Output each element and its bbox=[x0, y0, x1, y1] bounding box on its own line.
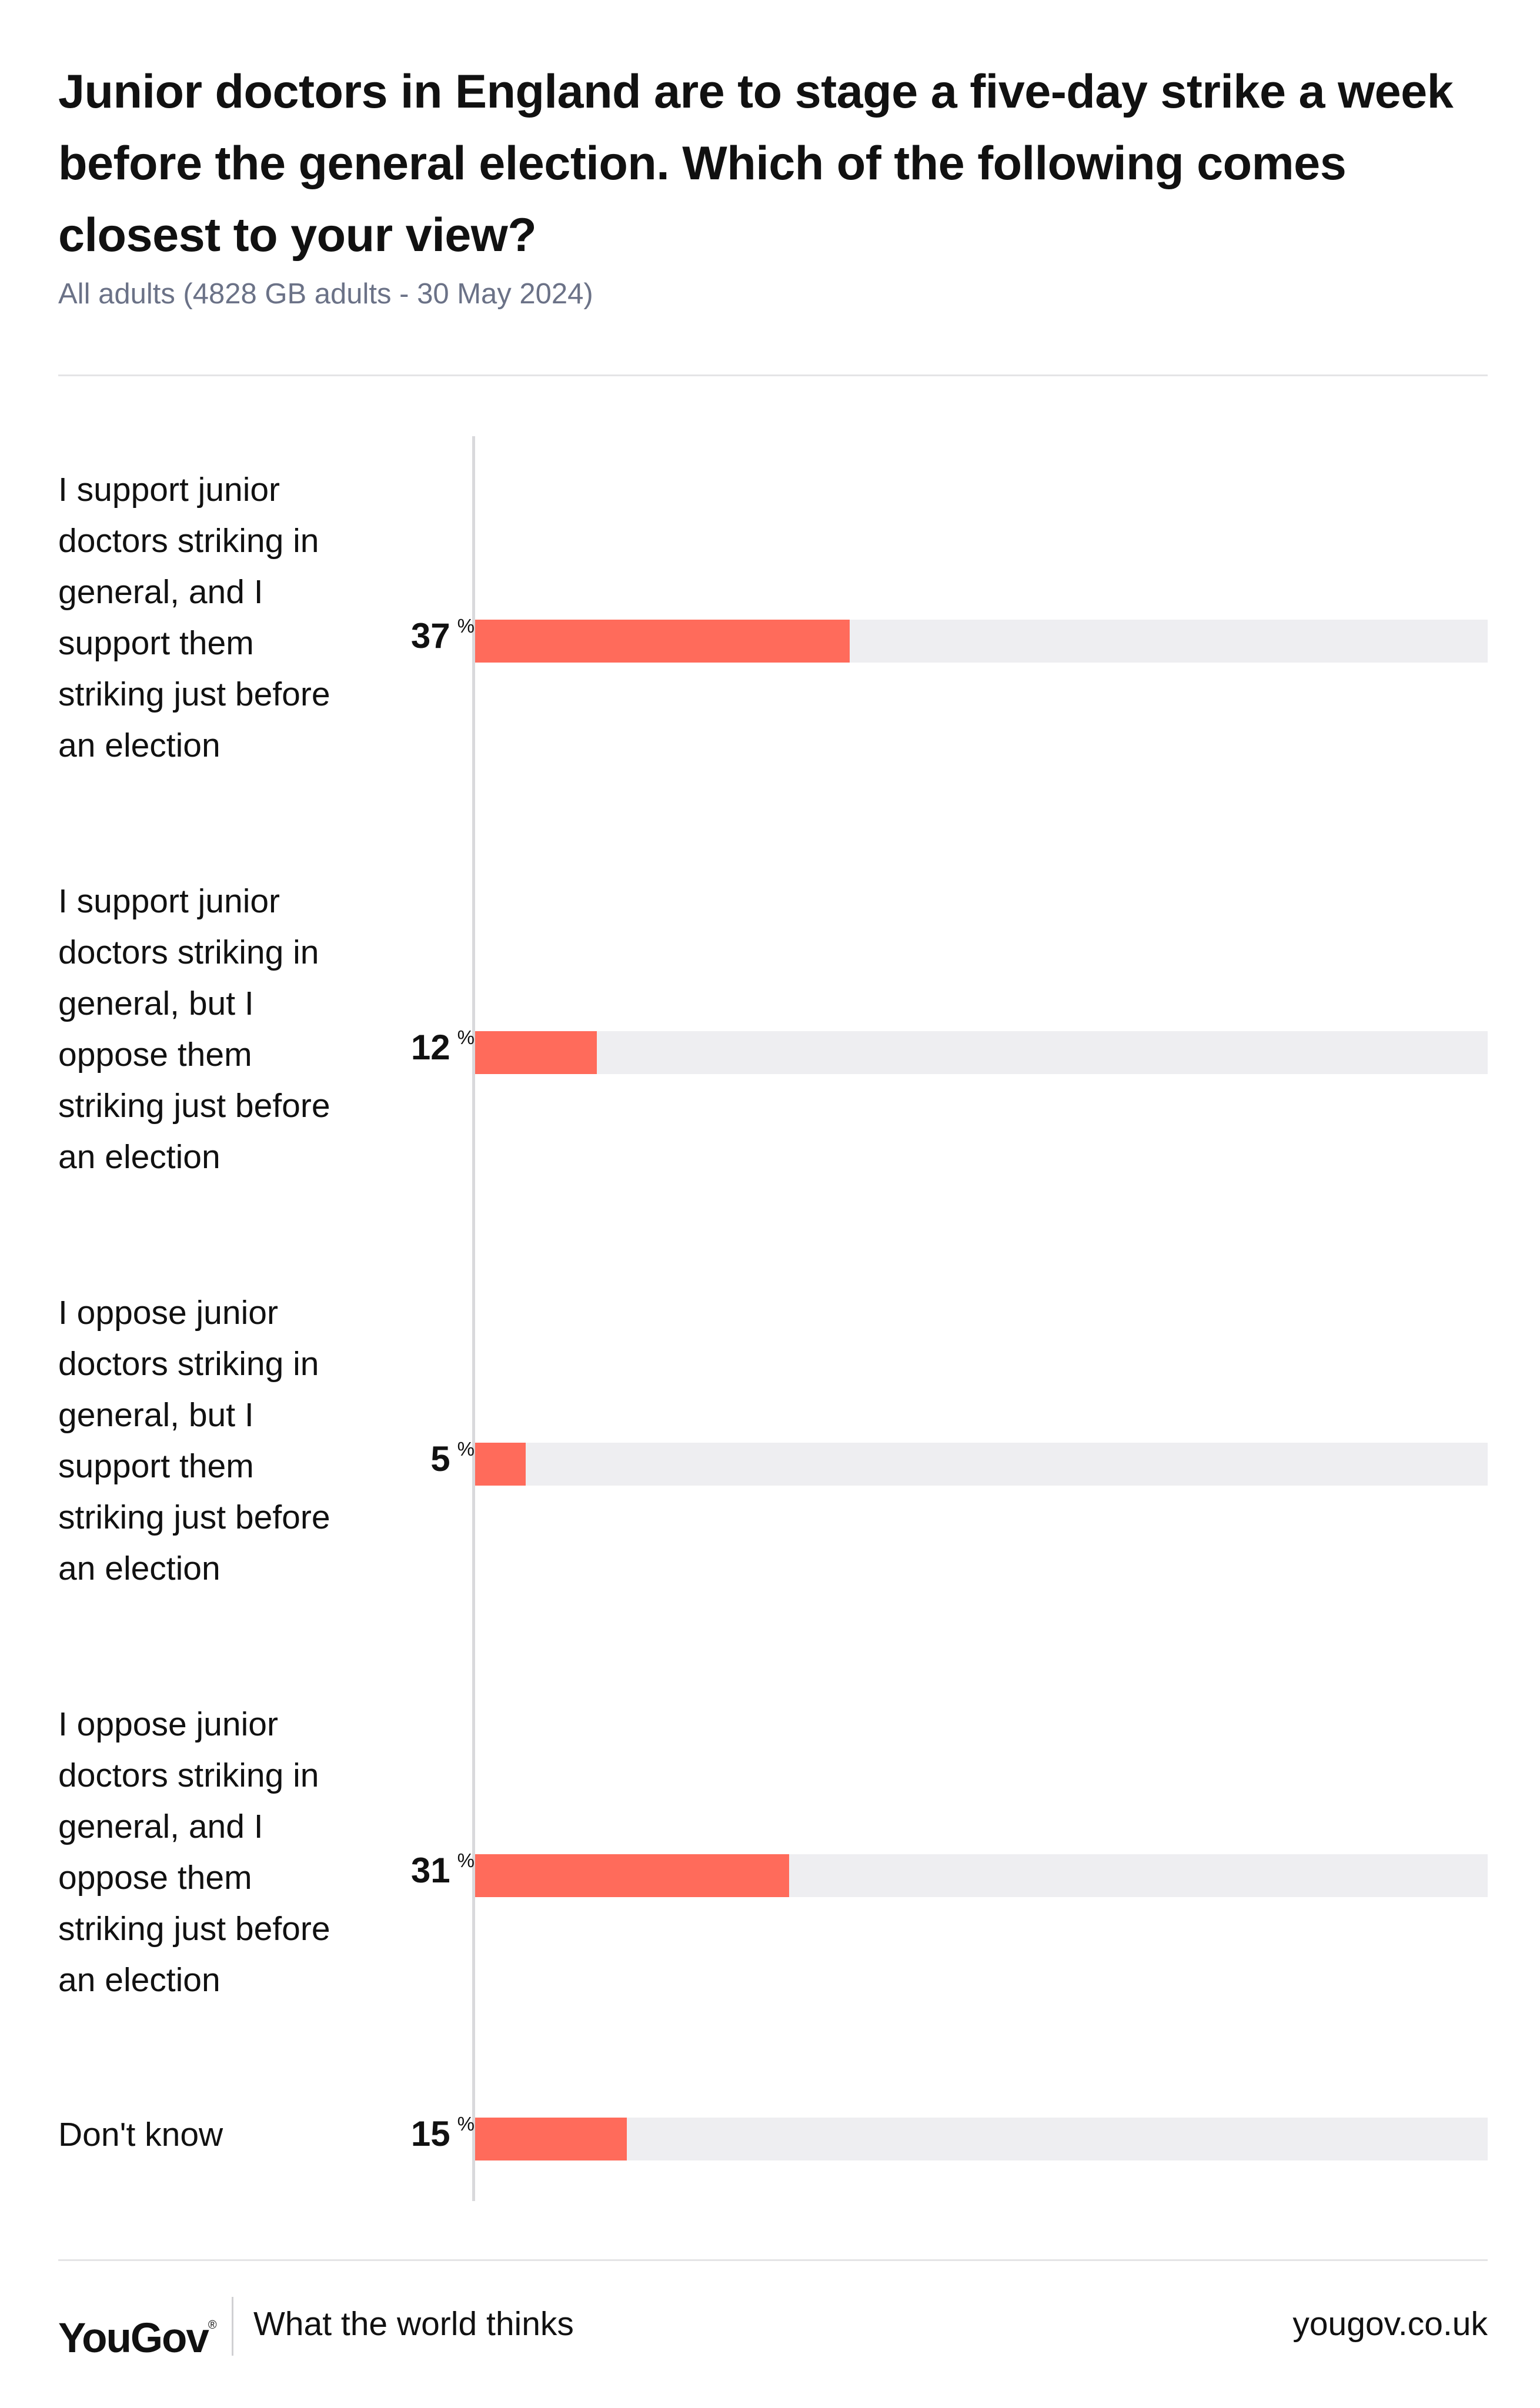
value-number: 12 bbox=[410, 1028, 450, 1067]
value-number: 31 bbox=[410, 1851, 450, 1890]
bar bbox=[475, 2117, 627, 2160]
footer-url: yougov.co.uk bbox=[1292, 2305, 1488, 2343]
logo-text: YouGov bbox=[58, 2315, 209, 2362]
value-label: 5% bbox=[430, 1438, 475, 1479]
value-number: 15 bbox=[410, 2114, 450, 2153]
category-label: I oppose junior doctors striking in gene… bbox=[58, 1705, 330, 1999]
header-divider bbox=[58, 374, 1488, 376]
value-number: 37 bbox=[410, 616, 450, 655]
value-label: 12% bbox=[411, 1026, 475, 1068]
bar bbox=[475, 1854, 789, 1897]
footer-divider-line bbox=[58, 2259, 1488, 2261]
footer-tagline: What the world thinks bbox=[253, 2305, 574, 2343]
bar-track bbox=[475, 1854, 1488, 1897]
percent-sign: % bbox=[457, 1026, 475, 1048]
value-label: 31% bbox=[411, 1850, 475, 1891]
percent-sign: % bbox=[457, 2113, 475, 2135]
bar bbox=[475, 1442, 526, 1486]
bar bbox=[475, 1031, 597, 1074]
value-number: 5 bbox=[430, 1439, 450, 1479]
category-label: Don't know bbox=[58, 2116, 223, 2153]
footer-separator bbox=[232, 2297, 233, 2356]
bar-track bbox=[475, 619, 1488, 663]
value-label: 37% bbox=[411, 615, 475, 656]
percent-sign: % bbox=[457, 1438, 475, 1460]
percent-sign: % bbox=[457, 615, 475, 637]
bar-track bbox=[475, 1442, 1488, 1486]
category-label: I oppose junior doctors striking in gene… bbox=[58, 1294, 330, 1587]
category-label: I support junior doctors striking in gen… bbox=[58, 882, 330, 1176]
axis-line bbox=[472, 436, 475, 2201]
registered-mark: ® bbox=[208, 2319, 217, 2332]
category-label: I support junior doctors striking in gen… bbox=[58, 471, 330, 764]
yougov-logo: YouGov® bbox=[58, 2302, 217, 2362]
bar bbox=[475, 619, 850, 663]
bar-track bbox=[475, 2117, 1488, 2160]
chart-subtitle: All adults (4828 GB adults - 30 May 2024… bbox=[58, 278, 593, 310]
value-label: 15% bbox=[411, 2113, 475, 2154]
bar-track bbox=[475, 1031, 1488, 1074]
percent-sign: % bbox=[457, 1850, 475, 1871]
chart-title: Junior doctors in England are to stage a… bbox=[58, 65, 1454, 262]
